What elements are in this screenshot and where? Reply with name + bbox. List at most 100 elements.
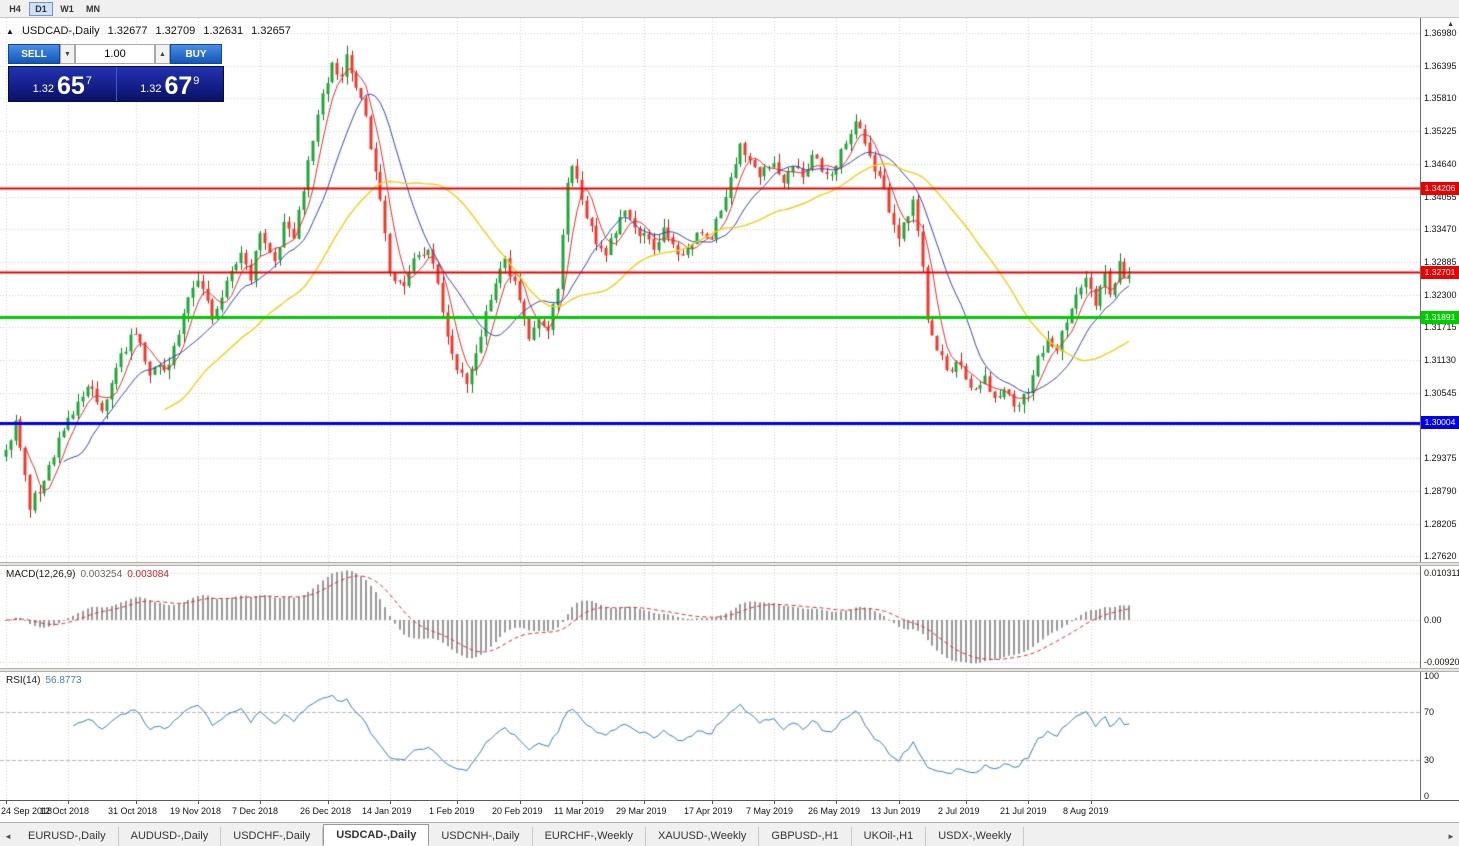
price-level-tag: 1.30004 <box>1421 416 1459 429</box>
chart-tab-usdx[interactable]: USDX-,Weekly <box>926 827 1025 846</box>
price-tick-label: 1.31715 <box>1424 322 1457 333</box>
time-label: 19 Nov 2018 <box>170 806 222 816</box>
chart-tab-gbpusd[interactable]: GBPUSD-,H1 <box>759 827 852 846</box>
timeframe-button-w1[interactable]: W1 <box>55 1 79 16</box>
timeframe-button-h4[interactable]: H4 <box>3 1 27 16</box>
ohlc-close: 1.32657 <box>251 25 291 37</box>
price-tick-label: 1.32885 <box>1424 256 1457 267</box>
time-label: 7 Dec 2018 <box>232 806 279 816</box>
price-level-tag: 1.32701 <box>1421 266 1459 279</box>
macd-canvas[interactable] <box>0 566 1420 668</box>
panel-splitter[interactable] <box>0 668 1459 672</box>
price-tick-label: 1.34640 <box>1424 158 1457 169</box>
timeframe-toolbar: H4 D1 W1 MN <box>0 0 1459 18</box>
price-tick-label: 1.36980 <box>1424 28 1457 38</box>
buy-price-sup: 9 <box>193 75 200 87</box>
time-tick <box>712 801 713 804</box>
sell-price-big: 65 <box>56 72 85 100</box>
macd-tick-label: -0.009204 <box>1424 657 1459 668</box>
volume-input[interactable] <box>75 44 155 64</box>
ohlc-low: 1.32631 <box>203 25 244 37</box>
macd-value-signal: 0.003084 <box>127 569 169 580</box>
sell-price-quote[interactable]: 1.32 65 7 <box>9 67 116 101</box>
chart-tab-audusd[interactable]: AUDUSD-,Daily <box>119 827 222 846</box>
price-tick-label: 1.28205 <box>1424 518 1457 529</box>
time-tick <box>836 801 837 804</box>
chart-tab-ukoil[interactable]: UKOil-,H1 <box>852 827 927 846</box>
time-label: 24 Sep 2018 <box>1 806 53 816</box>
scroll-up-icon[interactable]: ▲ <box>1447 21 1454 28</box>
price-tick-label: 1.30545 <box>1424 387 1457 398</box>
price-tick-label: 1.29375 <box>1424 453 1457 464</box>
timeframe-button-d1[interactable]: D1 <box>29 1 53 16</box>
tab-scroll-right-icon[interactable]: ► <box>1443 827 1459 846</box>
time-label: 7 May 2019 <box>746 806 794 816</box>
chart-tab-bar: ◄ EURUSD-,Daily AUDUSD-,Daily USDCHF-,Daily… <box>0 822 1459 846</box>
time-tick <box>260 801 261 804</box>
price-level-tag: 1.34206 <box>1421 182 1459 195</box>
price-tick-label: 1.36395 <box>1424 60 1457 71</box>
time-axis[interactable]: 24 Sep 2018 12 Oct 2018 31 Oct 2018 19 Nov … <box>0 800 1459 822</box>
time-tick <box>520 801 521 804</box>
chart-symbol-period: USDCAD-,Daily <box>21 25 100 37</box>
price-level-tag: 1.31891 <box>1421 311 1459 324</box>
price-tick-label: 1.27620 <box>1424 551 1457 562</box>
sell-button[interactable]: SELL <box>8 44 60 64</box>
price-tick-label: 1.31130 <box>1424 355 1456 365</box>
chevron-up-icon: ▲ <box>159 50 166 58</box>
time-tick <box>644 801 645 804</box>
sell-price-prefix: 1.32 <box>32 83 54 95</box>
collapse-panel-icon[interactable]: ▲ <box>6 27 14 36</box>
chart-tab-xauusd[interactable]: XAUUSD-,Weekly <box>646 827 760 846</box>
bid-ask-quote-panel: 1.32 65 7 1.32 67 9 <box>8 66 224 102</box>
time-tick <box>6 801 7 804</box>
macd-value-main: 0.003254 <box>80 569 123 580</box>
buy-price-quote[interactable]: 1.32 67 9 <box>115 67 224 101</box>
macd-tick-label: 0.010311 <box>1424 567 1459 578</box>
price-tick-label: 1.35810 <box>1424 93 1457 104</box>
volume-increase-button[interactable]: ▲ <box>155 44 170 64</box>
time-label: 26 May 2019 <box>808 806 861 816</box>
price-tick-label: 1.35225 <box>1424 126 1457 137</box>
time-tick <box>198 801 199 804</box>
chart-tab-usdchf[interactable]: USDCHF-,Daily <box>221 827 324 846</box>
chart-tab-usdcad[interactable]: USDCAD-,Daily <box>323 824 430 846</box>
price-tick-label: 1.34055 <box>1424 191 1457 202</box>
timeframe-button-mn[interactable]: MN <box>81 1 105 16</box>
time-tick <box>136 801 137 804</box>
rsi-tick-label: 100 <box>1424 670 1440 681</box>
time-label: 11 Mar 2019 <box>554 806 604 816</box>
chart-tab-eurchf[interactable]: EURCHF-,Weekly <box>533 827 646 846</box>
time-tick <box>328 801 329 804</box>
main-chart-canvas[interactable] <box>0 18 1420 562</box>
tab-scroll-left-icon[interactable]: ◄ <box>0 827 16 846</box>
time-label: 13 Jun 2019 <box>871 806 921 816</box>
time-tick <box>1091 801 1092 804</box>
time-label: 21 Jul 2019 <box>1000 806 1047 816</box>
time-label: 1 Feb 2019 <box>429 806 475 816</box>
panel-splitter[interactable] <box>0 562 1459 566</box>
buy-button[interactable]: BUY <box>170 44 222 64</box>
rsi-tick-label: 30 <box>1424 755 1435 766</box>
chart-tab-eurusd[interactable]: EURUSD-,Daily <box>16 827 119 846</box>
time-label: 17 Apr 2019 <box>684 806 733 816</box>
ohlc-high: 1.32709 <box>155 25 196 37</box>
time-label: 31 Oct 2018 <box>108 806 158 816</box>
chevron-down-icon: ▼ <box>64 50 71 58</box>
volume-decrease-button[interactable]: ▼ <box>60 44 75 64</box>
chart-tab-usdcnh[interactable]: USDCNH-,Daily <box>429 827 533 846</box>
rsi-label: RSI(14) 56.8773 <box>6 675 82 686</box>
macd-indicator-panel: MACD(12,26,9) 0.003254 0.003084 <box>0 566 1420 668</box>
time-label: 20 Feb 2019 <box>492 806 543 816</box>
time-tick <box>390 801 391 804</box>
time-label: 8 Aug 2019 <box>1063 806 1109 816</box>
time-tick <box>68 801 69 804</box>
rsi-tick-label: 70 <box>1424 706 1435 717</box>
time-label: 14 Jan 2019 <box>362 806 412 816</box>
price-axis[interactable]: ▲ 1.36980 1.36395 1.35810 1.35225 1.34640 1.3… <box>1420 18 1459 801</box>
rsi-canvas[interactable] <box>0 672 1420 800</box>
macd-tick-label: 0.00 <box>1424 614 1442 625</box>
time-tick <box>582 801 583 804</box>
timeframe-buttons: H4 D1 W1 MN <box>3 1 105 16</box>
